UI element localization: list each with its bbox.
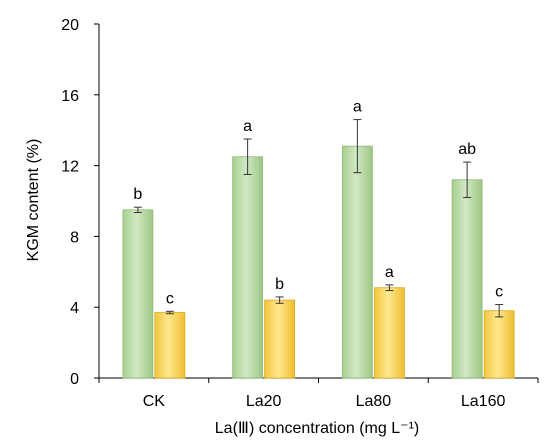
significance-label: b xyxy=(133,186,142,203)
y-tick-label: 12 xyxy=(61,159,79,176)
significance-label: a xyxy=(353,99,362,116)
y-tick-label: 8 xyxy=(70,229,79,246)
significance-label: a xyxy=(385,264,394,281)
significance-label: c xyxy=(495,284,503,301)
y-tick-label: 4 xyxy=(70,300,79,317)
bar xyxy=(154,312,186,379)
x-tick-label: CK xyxy=(143,393,166,410)
y-axis-title: KGM content (%) xyxy=(25,139,42,262)
significance-labels: b a a ab c b a c xyxy=(133,99,503,308)
y-tick-label: 20 xyxy=(61,17,79,34)
axes: 0 4 8 12 16 20 CK La20 La80 La160 xyxy=(61,17,539,410)
bar xyxy=(451,179,483,379)
bar xyxy=(483,310,515,379)
bars xyxy=(122,119,515,379)
significance-label: a xyxy=(243,118,252,135)
x-tick-label: La160 xyxy=(461,393,506,410)
significance-label: ab xyxy=(458,141,476,158)
x-axis-title: La(Ⅲ) concentration (mg L⁻¹) xyxy=(215,420,419,437)
x-tick-label: La20 xyxy=(246,393,282,410)
significance-label: b xyxy=(275,276,284,293)
significance-label: c xyxy=(166,290,174,307)
y-tick-label: 16 xyxy=(61,88,79,105)
bar xyxy=(341,145,373,379)
x-tick-label: La80 xyxy=(356,393,392,410)
y-tick-label: 0 xyxy=(70,371,79,388)
bar xyxy=(232,156,264,379)
bar xyxy=(122,209,154,379)
bar xyxy=(264,299,296,379)
bar xyxy=(373,287,405,379)
